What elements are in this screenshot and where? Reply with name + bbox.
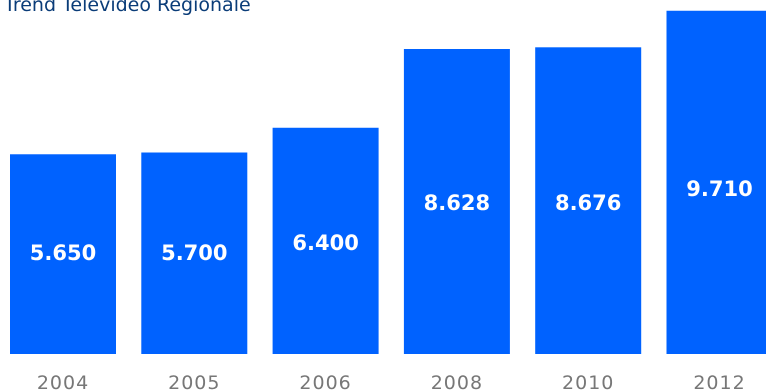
x-tick-label: 2005 — [168, 372, 220, 392]
x-tick-label: 2004 — [37, 372, 89, 392]
x-tick-label: 2006 — [299, 372, 351, 392]
bar-2006 — [272, 127, 379, 354]
x-tick-label: 2010 — [562, 372, 614, 392]
bar-2010 — [535, 47, 642, 354]
bar-2005 — [141, 152, 248, 354]
chart-title: Trend Televideo Regionale — [4, 0, 251, 16]
bar-value-label: 9.710 — [686, 177, 752, 201]
bar-2012 — [666, 10, 766, 355]
bar-value-label: 5.650 — [30, 241, 96, 265]
bar-2008 — [403, 49, 510, 355]
bar-value-label: 8.676 — [555, 191, 621, 215]
x-tick-label: 2008 — [431, 372, 483, 392]
bar-value-label: 6.400 — [292, 231, 358, 255]
bar-value-label: 5.700 — [161, 241, 227, 265]
x-tick-label: 2012 — [693, 372, 745, 392]
bar-2004 — [10, 154, 116, 354]
bar-value-label: 8.628 — [424, 191, 490, 215]
